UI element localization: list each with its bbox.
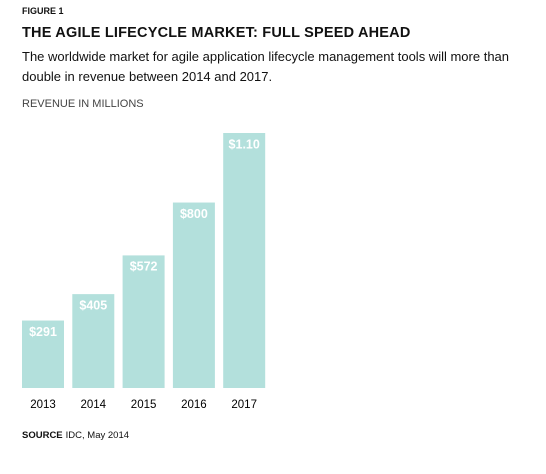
value-label: $291 bbox=[29, 325, 57, 339]
y-axis-label: REVENUE IN MILLIONS bbox=[22, 98, 144, 110]
value-label: $405 bbox=[79, 298, 107, 312]
bar bbox=[22, 320, 64, 388]
x-tick-label: 2014 bbox=[81, 399, 107, 411]
chart-title: THE AGILE LIFECYCLE MARKET: FULL SPEED A… bbox=[22, 25, 411, 41]
x-tick-label: 2016 bbox=[181, 399, 207, 411]
bar bbox=[223, 133, 266, 388]
value-label: $1.10 bbox=[229, 137, 260, 151]
bar bbox=[172, 202, 215, 388]
bar bbox=[122, 255, 165, 388]
value-label: $572 bbox=[130, 260, 158, 274]
x-tick-label: 2015 bbox=[131, 399, 157, 411]
source: SOURCE IDC, May 2014 bbox=[22, 430, 129, 441]
x-tick-label: 2013 bbox=[30, 399, 56, 411]
x-tick-label: 2017 bbox=[231, 399, 257, 411]
source-text: IDC, May 2014 bbox=[65, 430, 130, 441]
bar bbox=[72, 294, 115, 388]
source-label: SOURCE bbox=[22, 430, 63, 441]
figure-label: FIGURE 1 bbox=[22, 6, 64, 16]
value-label: $800 bbox=[180, 207, 208, 221]
subtitle: The worldwide market for agile applicati… bbox=[22, 49, 510, 84]
